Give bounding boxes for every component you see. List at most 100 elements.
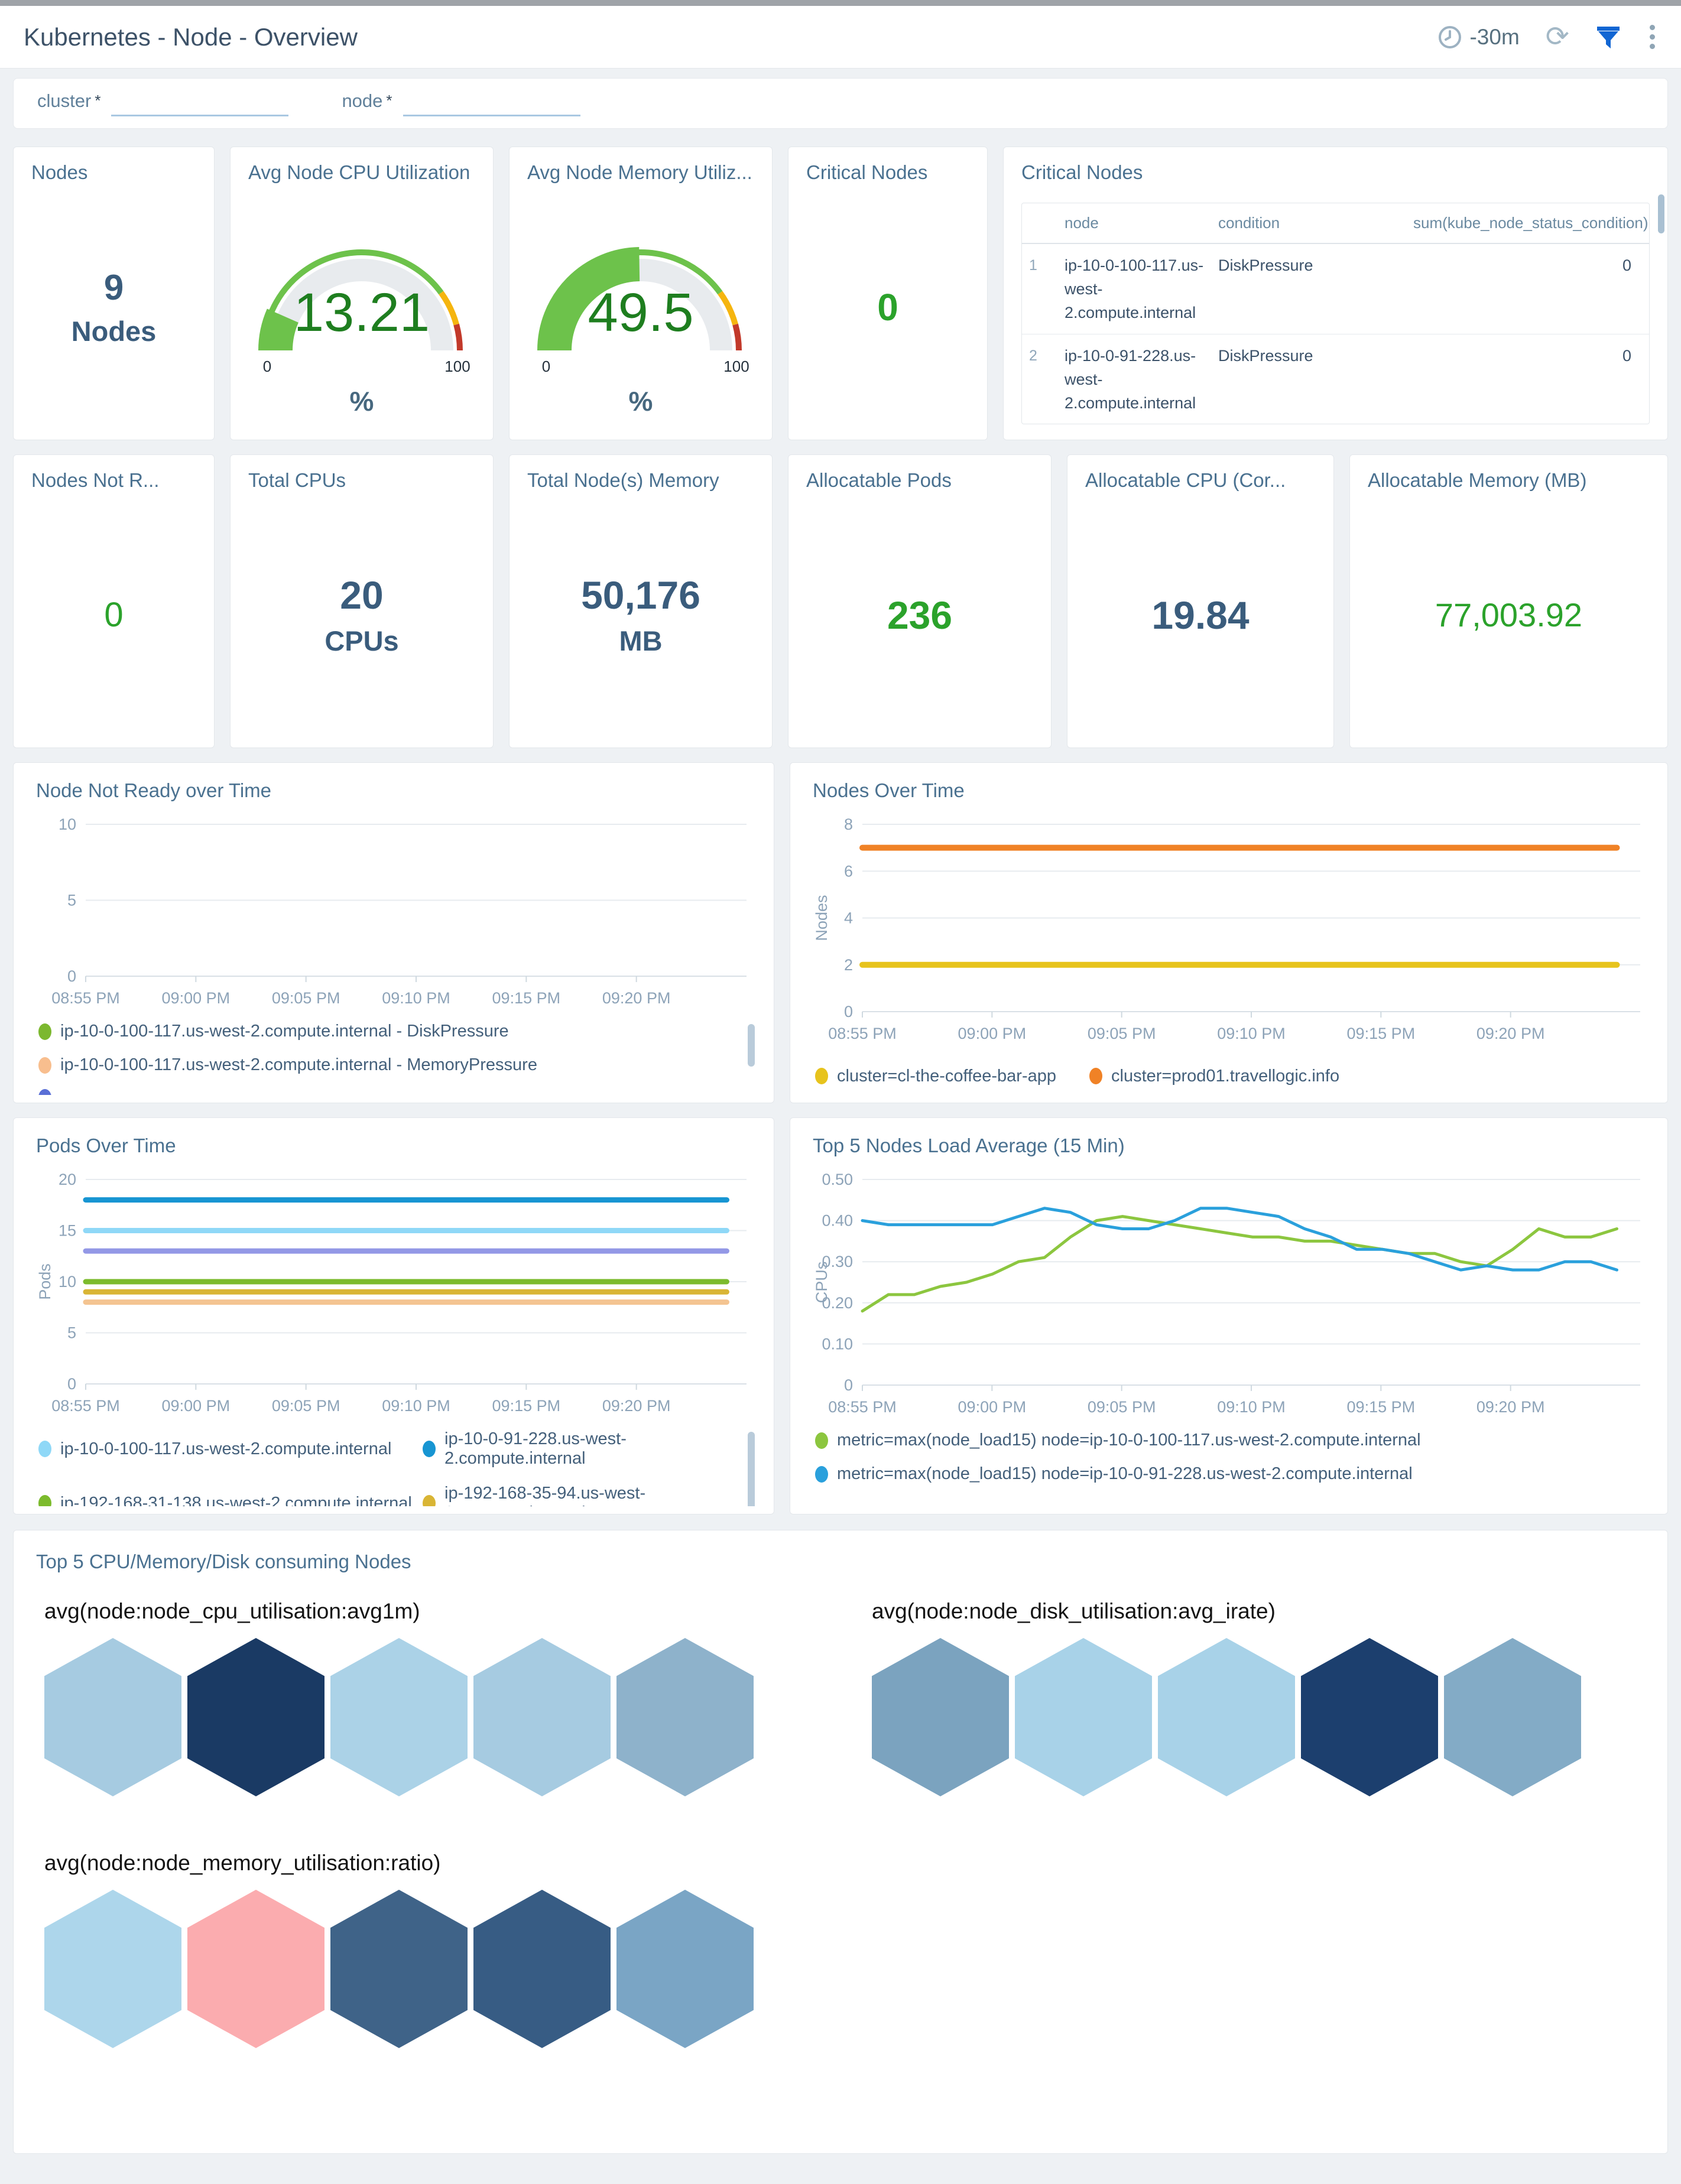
- chart-row-2: Pods Over Time 0 5 10 15 20 08:55 PM 09:00 PM 0…: [13, 1117, 1668, 1514]
- total-memory-unit: MB: [619, 625, 663, 656]
- stat-row-2: Nodes Not R... 0 Total CPUs 20 CPUs Tota…: [13, 454, 1668, 748]
- svg-text:15: 15: [59, 1222, 76, 1240]
- svg-text:08:55 PM: 08:55 PM: [828, 1398, 897, 1416]
- svg-text:09:00 PM: 09:00 PM: [162, 989, 231, 1007]
- chart-row-1: Node Not Ready over Time 0 5 10 08:55 PM 09:…: [13, 762, 1668, 1103]
- allocatable-cpu-value: 19.84: [1151, 593, 1250, 637]
- svg-text:09:00 PM: 09:00 PM: [958, 1398, 1027, 1416]
- col-node[interactable]: node: [1057, 203, 1211, 244]
- legend-item[interactable]: metric=max(node_load15) node=ip-10-0-100…: [815, 1431, 1650, 1450]
- time-range-button[interactable]: -30m: [1437, 25, 1520, 50]
- cluster-filter-field: cluster *: [37, 90, 289, 116]
- pods-over-time-chart[interactable]: 0 5 10 15 20 08:55 PM 09:00 PM 09:05 PM 09:10 PM…: [35, 1170, 756, 1506]
- top5-load-average-chart[interactable]: 0 0.10 0.20 0.30 0.40 0.50 08:55 PM 09:00 PM 09:…: [812, 1170, 1650, 1503]
- col-sum[interactable]: sum(kube_node_status_condition): [1406, 203, 1649, 244]
- legend-dot: [815, 1432, 828, 1449]
- legend-label: ip-10-0-100-117.us-west-2.compute.intern…: [60, 1439, 392, 1458]
- node-hexagon[interactable]: [187, 1638, 324, 1796]
- svg-text:09:20 PM: 09:20 PM: [602, 1397, 671, 1415]
- row-number: 2: [1022, 334, 1057, 424]
- node-hexagon[interactable]: [1444, 1638, 1581, 1796]
- allocatable-memory-value: 77,003.92: [1435, 596, 1583, 633]
- node-hexagon[interactable]: [872, 1638, 1009, 1796]
- panel-memory-gauge: Avg Node Memory Utiliz... 0 100 49.5 %: [509, 147, 773, 440]
- node-hexagon[interactable]: [473, 1890, 611, 2048]
- node-hexagon[interactable]: [44, 1890, 181, 2048]
- legend-label: metric=max(node_load15) node=ip-10-0-91-…: [837, 1464, 1413, 1483]
- node-hexagon[interactable]: [473, 1638, 611, 1796]
- node-hexagon[interactable]: [616, 1890, 754, 2048]
- legend-item[interactable]: ip-10-0-100-117.us-west-2.compute.intern…: [38, 1429, 417, 1468]
- svg-text:09:10 PM: 09:10 PM: [1217, 1025, 1286, 1042]
- panel-allocatable-memory: Allocatable Memory (MB) 77,003.92: [1349, 454, 1668, 748]
- legend-scrollbar[interactable]: [748, 1432, 755, 1506]
- node-hexagon[interactable]: [44, 1638, 181, 1796]
- col-condition[interactable]: condition: [1211, 203, 1406, 244]
- node-filter-field: node *: [342, 90, 580, 116]
- legend-dot: [815, 1068, 828, 1084]
- table-row[interactable]: 1 ip-10-0-100-117.us-west-2.compute.inte…: [1022, 243, 1649, 334]
- total-cpus-unit: CPUs: [324, 625, 399, 656]
- chart-title: Pods Over Time: [36, 1135, 176, 1156]
- filter-icon[interactable]: [1595, 24, 1621, 50]
- table-header-row: node condition sum(kube_node_status_cond…: [1022, 203, 1649, 244]
- honeycomb-grid: avg(node:node_cpu_utilisation:avg1m) avg…: [44, 1599, 1667, 2048]
- node-hexagon[interactable]: [330, 1890, 468, 2048]
- node-hexagon[interactable]: [330, 1638, 468, 1796]
- node-hexagon[interactable]: [1015, 1638, 1152, 1796]
- honeycomb-title: avg(node:node_disk_utilisation:avg_irate…: [872, 1599, 1276, 1623]
- refresh-icon[interactable]: ⟳: [1545, 21, 1569, 53]
- legend-item[interactable]: ip-10-0-91-228.us-west-2.compute.interna…: [423, 1429, 756, 1468]
- panel-allocatable-cpu: Allocatable CPU (Cor... 19.84: [1067, 454, 1334, 748]
- legend-label: cluster=cl-the-coffee-bar-app: [837, 1066, 1057, 1086]
- legend-label: ip-10-0-91-228.us-west-2.compute.interna…: [444, 1429, 627, 1468]
- legend-item[interactable]: metric=max(node_load15) node=ip-10-0-91-…: [815, 1464, 1650, 1484]
- legend-scrollbar[interactable]: [748, 1024, 755, 1067]
- legend-item[interactable]: ip-192-168-31-138.us-west-2.compute.inte…: [38, 1484, 417, 1506]
- svg-text:0.30: 0.30: [822, 1253, 853, 1270]
- legend-label: cluster=prod01.travellogic.info: [1111, 1066, 1340, 1086]
- cell-node: ip-10-0-91-228.us-west-2.compute.interna…: [1057, 334, 1211, 424]
- kebab-menu-icon[interactable]: [1647, 22, 1657, 51]
- legend-label: ip-10-0-100-117.us-west-2.compute.intern…: [60, 1022, 509, 1041]
- node-hexagon[interactable]: [187, 1890, 324, 2048]
- node-hexagon[interactable]: [1158, 1638, 1295, 1796]
- legend-item[interactable]: ip-10-0-100-117.us-west-2.compute.intern…: [38, 1055, 756, 1075]
- nodes-over-time-chart[interactable]: 0 2 4 6 8 08:55 PM 09:00 PM 09:05 PM 09:10 PM 09:…: [812, 815, 1650, 1092]
- legend-item[interactable]: [38, 1089, 756, 1095]
- node-not-ready-chart[interactable]: 0 5 10 08:55 PM 09:00 PM 09:05 PM 09:10 PM 09:1…: [35, 815, 756, 1095]
- panel-title: Nodes Not R...: [31, 469, 160, 491]
- cpu-honeycomb-group: avg(node:node_cpu_utilisation:avg1m): [44, 1599, 872, 1796]
- svg-text:09:05 PM: 09:05 PM: [1088, 1025, 1156, 1042]
- panel-nodes-over-time-chart: Nodes Over Time 0 2 4 6 8 08:55 PM 09:00 PM 09:…: [790, 762, 1668, 1103]
- node-filter-input[interactable]: [403, 90, 580, 116]
- node-hexagon[interactable]: [616, 1638, 754, 1796]
- panel-total-memory: Total Node(s) Memory 50,176 MB: [509, 454, 773, 748]
- panel-title: Avg Node CPU Utilization: [248, 161, 470, 183]
- svg-text:10: 10: [59, 815, 76, 833]
- table-row[interactable]: 2 ip-10-0-91-228.us-west-2.compute.inter…: [1022, 334, 1649, 424]
- header-controls: -30m ⟳: [1437, 22, 1657, 51]
- legend-item[interactable]: ip-192-168-35-94.us-west-2.compute.inter…: [423, 1484, 756, 1506]
- svg-text:0: 0: [67, 1375, 76, 1393]
- cluster-filter-input[interactable]: [111, 90, 289, 116]
- legend-dot: [38, 1089, 51, 1095]
- svg-text:08:55 PM: 08:55 PM: [51, 989, 120, 1007]
- node-hexagon[interactable]: [1301, 1638, 1438, 1796]
- node-filter-label: node: [342, 90, 383, 111]
- svg-text:08:55 PM: 08:55 PM: [51, 1397, 120, 1415]
- table-scrollbar[interactable]: [1658, 194, 1664, 233]
- legend-item[interactable]: cluster=cl-the-coffee-bar-app: [815, 1057, 1056, 1095]
- svg-text:0.10: 0.10: [822, 1335, 853, 1353]
- legend-item[interactable]: cluster=prod01.travellogic.info: [1089, 1057, 1339, 1095]
- svg-text:8: 8: [844, 815, 853, 833]
- legend-label: metric=max(node_load15) node=ip-10-0-100…: [837, 1431, 1421, 1450]
- legend-item[interactable]: ip-10-0-100-117.us-west-2.compute.intern…: [38, 1022, 756, 1041]
- memory-gauge-unit: %: [628, 386, 653, 417]
- chart-legend: ip-10-0-100-117.us-west-2.compute.intern…: [35, 1022, 756, 1095]
- panel-title: Allocatable Memory (MB): [1368, 469, 1587, 491]
- panel-title: Nodes: [31, 161, 88, 183]
- svg-text:Pods: Pods: [36, 1263, 54, 1300]
- svg-text:09:05 PM: 09:05 PM: [1088, 1398, 1156, 1416]
- filter-bar: cluster * node *: [13, 78, 1668, 129]
